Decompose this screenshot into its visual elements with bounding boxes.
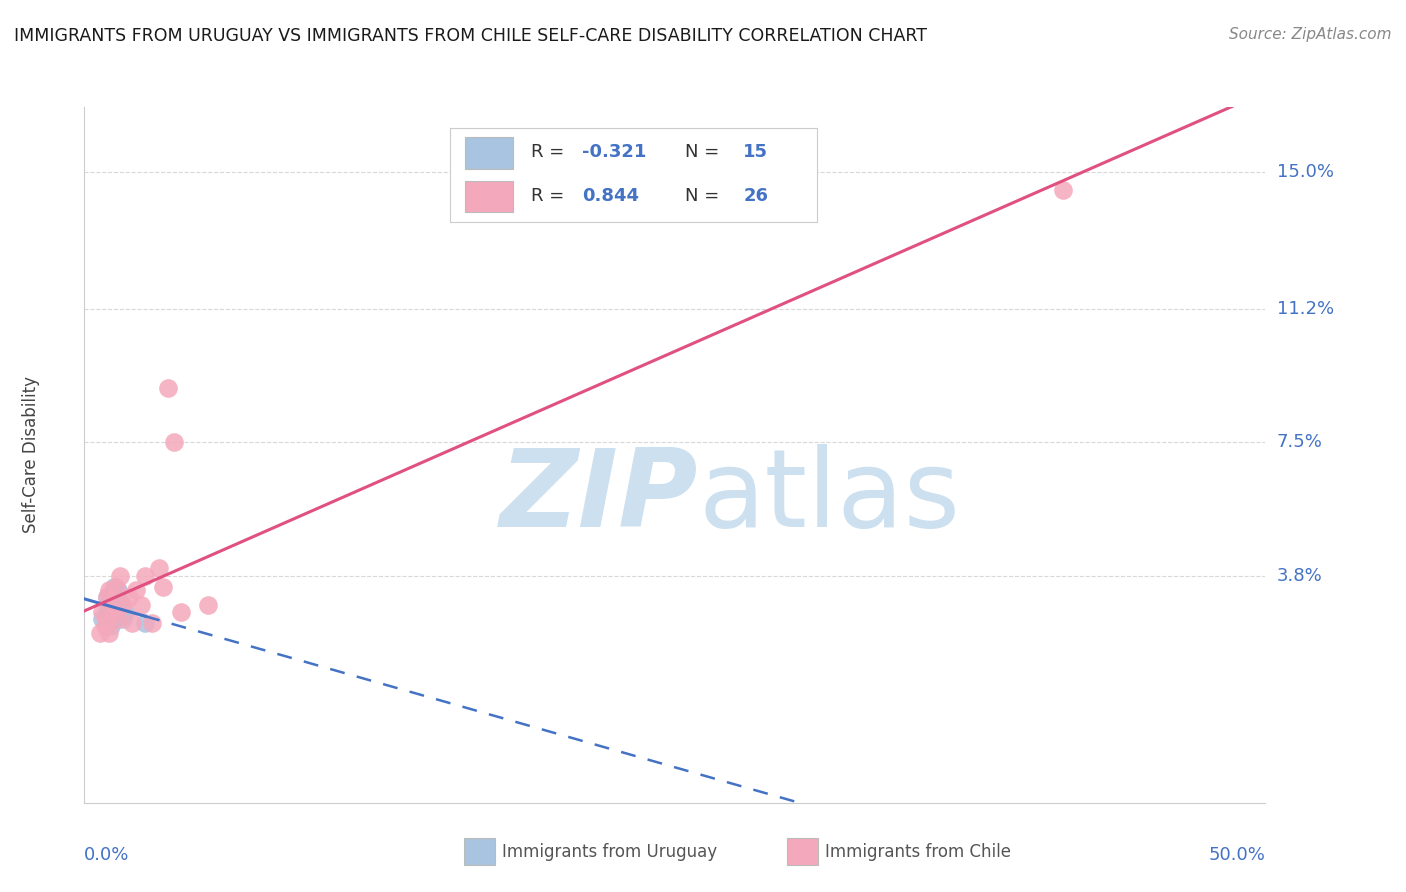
Text: 3.8%: 3.8% [1277, 566, 1323, 584]
Point [107, 612, 129, 626]
Point [141, 615, 163, 630]
Point [129, 598, 152, 612]
Point [96, 591, 118, 605]
Point [111, 598, 134, 612]
Point [98, 583, 121, 598]
Point [104, 598, 127, 612]
Point [103, 580, 125, 594]
Text: 15.0%: 15.0% [1277, 163, 1334, 181]
Point [100, 598, 122, 612]
Point [111, 612, 134, 626]
Text: 7.5%: 7.5% [1277, 434, 1323, 451]
Point [110, 594, 132, 608]
Point [91, 612, 114, 626]
Point [98, 598, 121, 612]
Text: atlas: atlas [699, 443, 960, 549]
Point [107, 605, 129, 619]
Point [134, 615, 156, 630]
Text: IMMIGRANTS FROM URUGUAY VS IMMIGRANTS FROM CHILE SELF-CARE DISABILITY CORRELATIO: IMMIGRANTS FROM URUGUAY VS IMMIGRANTS FR… [14, 27, 927, 45]
Text: Immigrants from Chile: Immigrants from Chile [825, 843, 1011, 861]
Point [114, 605, 136, 619]
Text: Immigrants from Uruguay: Immigrants from Uruguay [502, 843, 717, 861]
Point [110, 568, 132, 582]
Point [118, 591, 141, 605]
Point [89, 626, 111, 640]
Point [107, 583, 129, 598]
Text: 50.0%: 50.0% [1209, 846, 1265, 864]
Point [1052, 183, 1074, 197]
Point [170, 605, 193, 619]
Point [163, 435, 186, 450]
Point [96, 605, 118, 619]
Point [125, 583, 148, 598]
Point [96, 612, 118, 626]
Point [100, 587, 122, 601]
Point [103, 612, 125, 626]
Text: Self-Care Disability: Self-Care Disability [22, 376, 41, 533]
Text: 0.0%: 0.0% [84, 846, 129, 864]
Point [100, 619, 122, 633]
Text: 11.2%: 11.2% [1277, 300, 1334, 318]
Point [93, 619, 115, 633]
Text: ZIP: ZIP [501, 443, 699, 549]
Point [152, 580, 174, 594]
Point [134, 568, 156, 582]
Point [103, 605, 125, 619]
Point [148, 561, 170, 575]
Point [121, 615, 143, 630]
Point [197, 598, 219, 612]
Point [91, 605, 114, 619]
Point [156, 381, 179, 395]
Point [98, 626, 121, 640]
Text: Source: ZipAtlas.com: Source: ZipAtlas.com [1229, 27, 1392, 42]
Point [96, 591, 118, 605]
Point [104, 580, 127, 594]
